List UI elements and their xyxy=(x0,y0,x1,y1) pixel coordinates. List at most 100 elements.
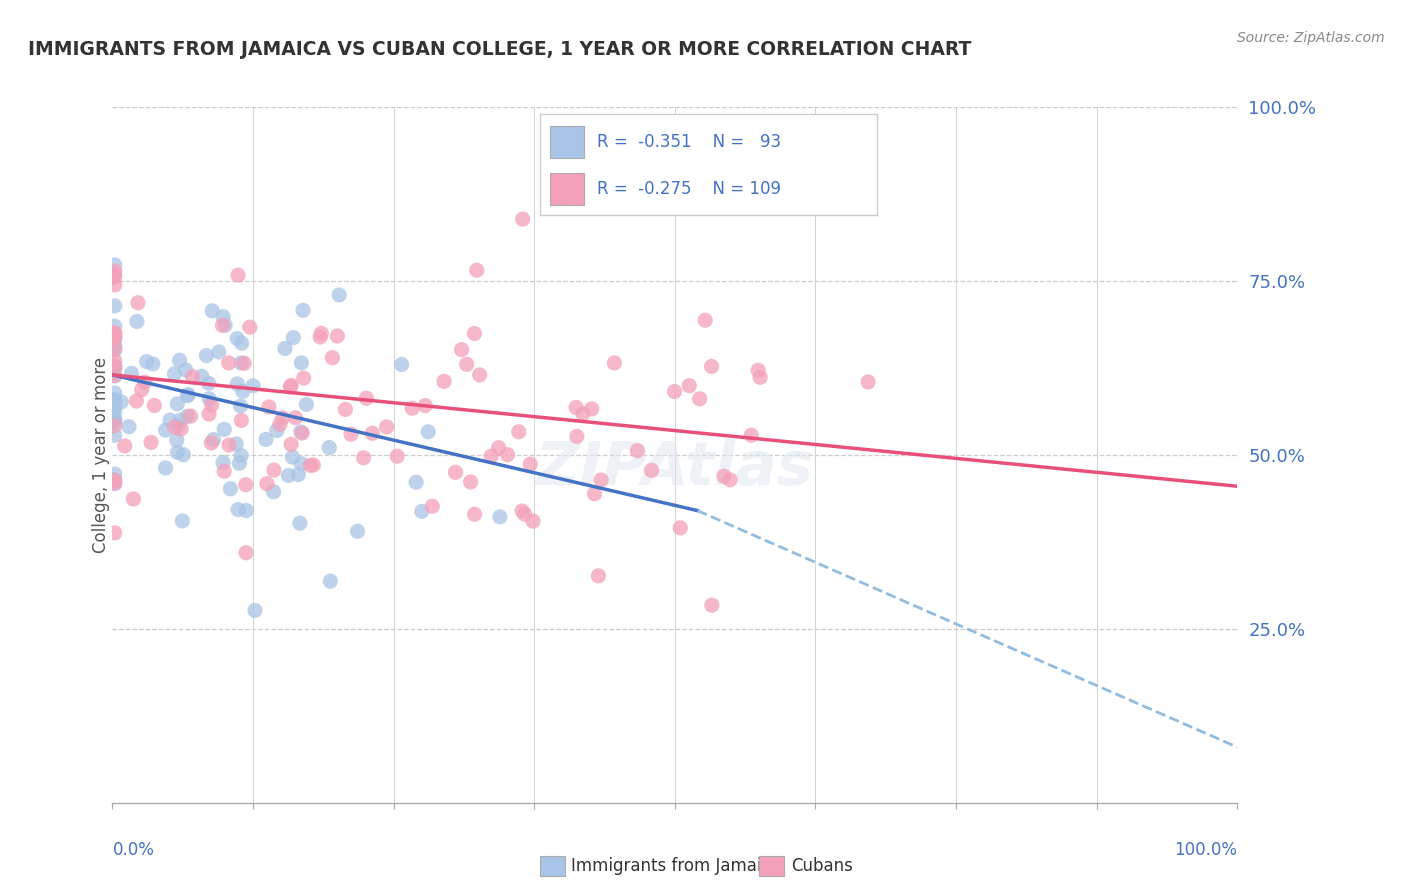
Text: 100.0%: 100.0% xyxy=(1174,841,1237,859)
Point xyxy=(104,361,127,376)
Point xyxy=(420,500,443,514)
Point xyxy=(413,399,436,413)
Point xyxy=(603,356,626,370)
Point xyxy=(167,418,190,433)
Point xyxy=(166,434,188,448)
Point xyxy=(235,546,257,560)
Point xyxy=(302,458,325,472)
Point xyxy=(319,574,342,588)
Point xyxy=(104,328,127,343)
Point xyxy=(640,463,662,477)
Point xyxy=(713,469,735,483)
Text: Immigrants from Jamaica: Immigrants from Jamaica xyxy=(571,857,782,875)
Point xyxy=(522,514,544,528)
Point xyxy=(464,508,486,522)
Point xyxy=(463,326,485,341)
Point xyxy=(375,420,398,434)
Point xyxy=(219,482,242,496)
Point xyxy=(170,413,193,427)
Point xyxy=(257,400,280,414)
Point xyxy=(104,270,127,285)
Point xyxy=(104,404,127,418)
Point xyxy=(468,368,491,382)
Point xyxy=(190,369,212,384)
Point xyxy=(479,449,502,463)
Point xyxy=(572,407,595,421)
Point xyxy=(321,351,343,365)
Point xyxy=(229,449,252,463)
Point xyxy=(229,399,252,413)
Point xyxy=(281,450,304,464)
Point xyxy=(104,473,127,487)
Point xyxy=(269,417,291,432)
Point xyxy=(104,473,127,487)
Point xyxy=(143,399,166,413)
Point xyxy=(104,332,127,346)
Point xyxy=(346,524,368,539)
Point xyxy=(159,413,181,427)
Point xyxy=(172,448,194,462)
Point xyxy=(104,359,127,373)
Point xyxy=(155,423,177,437)
Point xyxy=(142,357,165,371)
Point xyxy=(166,397,188,411)
Point xyxy=(114,439,136,453)
Point xyxy=(212,464,235,478)
Point xyxy=(139,435,162,450)
Point xyxy=(749,370,772,384)
Point xyxy=(391,358,413,372)
Point xyxy=(181,369,204,384)
Text: ZIPAtlas: ZIPAtlas xyxy=(536,440,814,499)
Point xyxy=(201,398,224,412)
Point xyxy=(226,268,249,282)
Point xyxy=(131,383,153,397)
Point xyxy=(104,368,127,383)
Point xyxy=(353,450,375,465)
Point xyxy=(460,475,482,489)
Point xyxy=(172,514,194,528)
Point xyxy=(444,466,467,480)
Point xyxy=(288,516,311,531)
Point xyxy=(510,504,533,518)
Point xyxy=(489,509,512,524)
Point xyxy=(180,409,202,423)
Point xyxy=(122,491,145,506)
Point xyxy=(208,345,231,359)
Point xyxy=(280,437,302,451)
Point xyxy=(747,363,769,377)
Point xyxy=(155,461,177,475)
Point xyxy=(176,409,198,424)
Point xyxy=(292,303,315,318)
Point xyxy=(235,477,257,491)
Point xyxy=(104,418,127,433)
Point xyxy=(125,314,148,328)
Point xyxy=(292,371,315,385)
Point xyxy=(340,427,363,442)
Point xyxy=(271,410,294,425)
Text: Cubans: Cubans xyxy=(790,857,852,875)
Point xyxy=(326,329,349,343)
Point xyxy=(256,476,278,491)
Point xyxy=(678,378,700,392)
Point xyxy=(263,463,285,477)
Point xyxy=(565,401,588,415)
Point xyxy=(212,456,235,470)
Y-axis label: College, 1 year or more: College, 1 year or more xyxy=(93,357,110,553)
Point xyxy=(104,331,127,345)
Point xyxy=(695,313,717,327)
Point xyxy=(104,386,127,401)
Point xyxy=(233,356,256,370)
Point xyxy=(200,436,222,450)
Point xyxy=(519,457,541,471)
Point xyxy=(104,393,127,408)
Point xyxy=(581,401,603,416)
Point xyxy=(356,391,378,405)
Point xyxy=(277,468,299,483)
Point xyxy=(496,448,519,462)
Point xyxy=(235,503,257,517)
Point xyxy=(118,419,141,434)
Point xyxy=(291,426,314,441)
Point xyxy=(226,502,249,516)
Point xyxy=(405,475,427,490)
Point xyxy=(290,425,312,439)
